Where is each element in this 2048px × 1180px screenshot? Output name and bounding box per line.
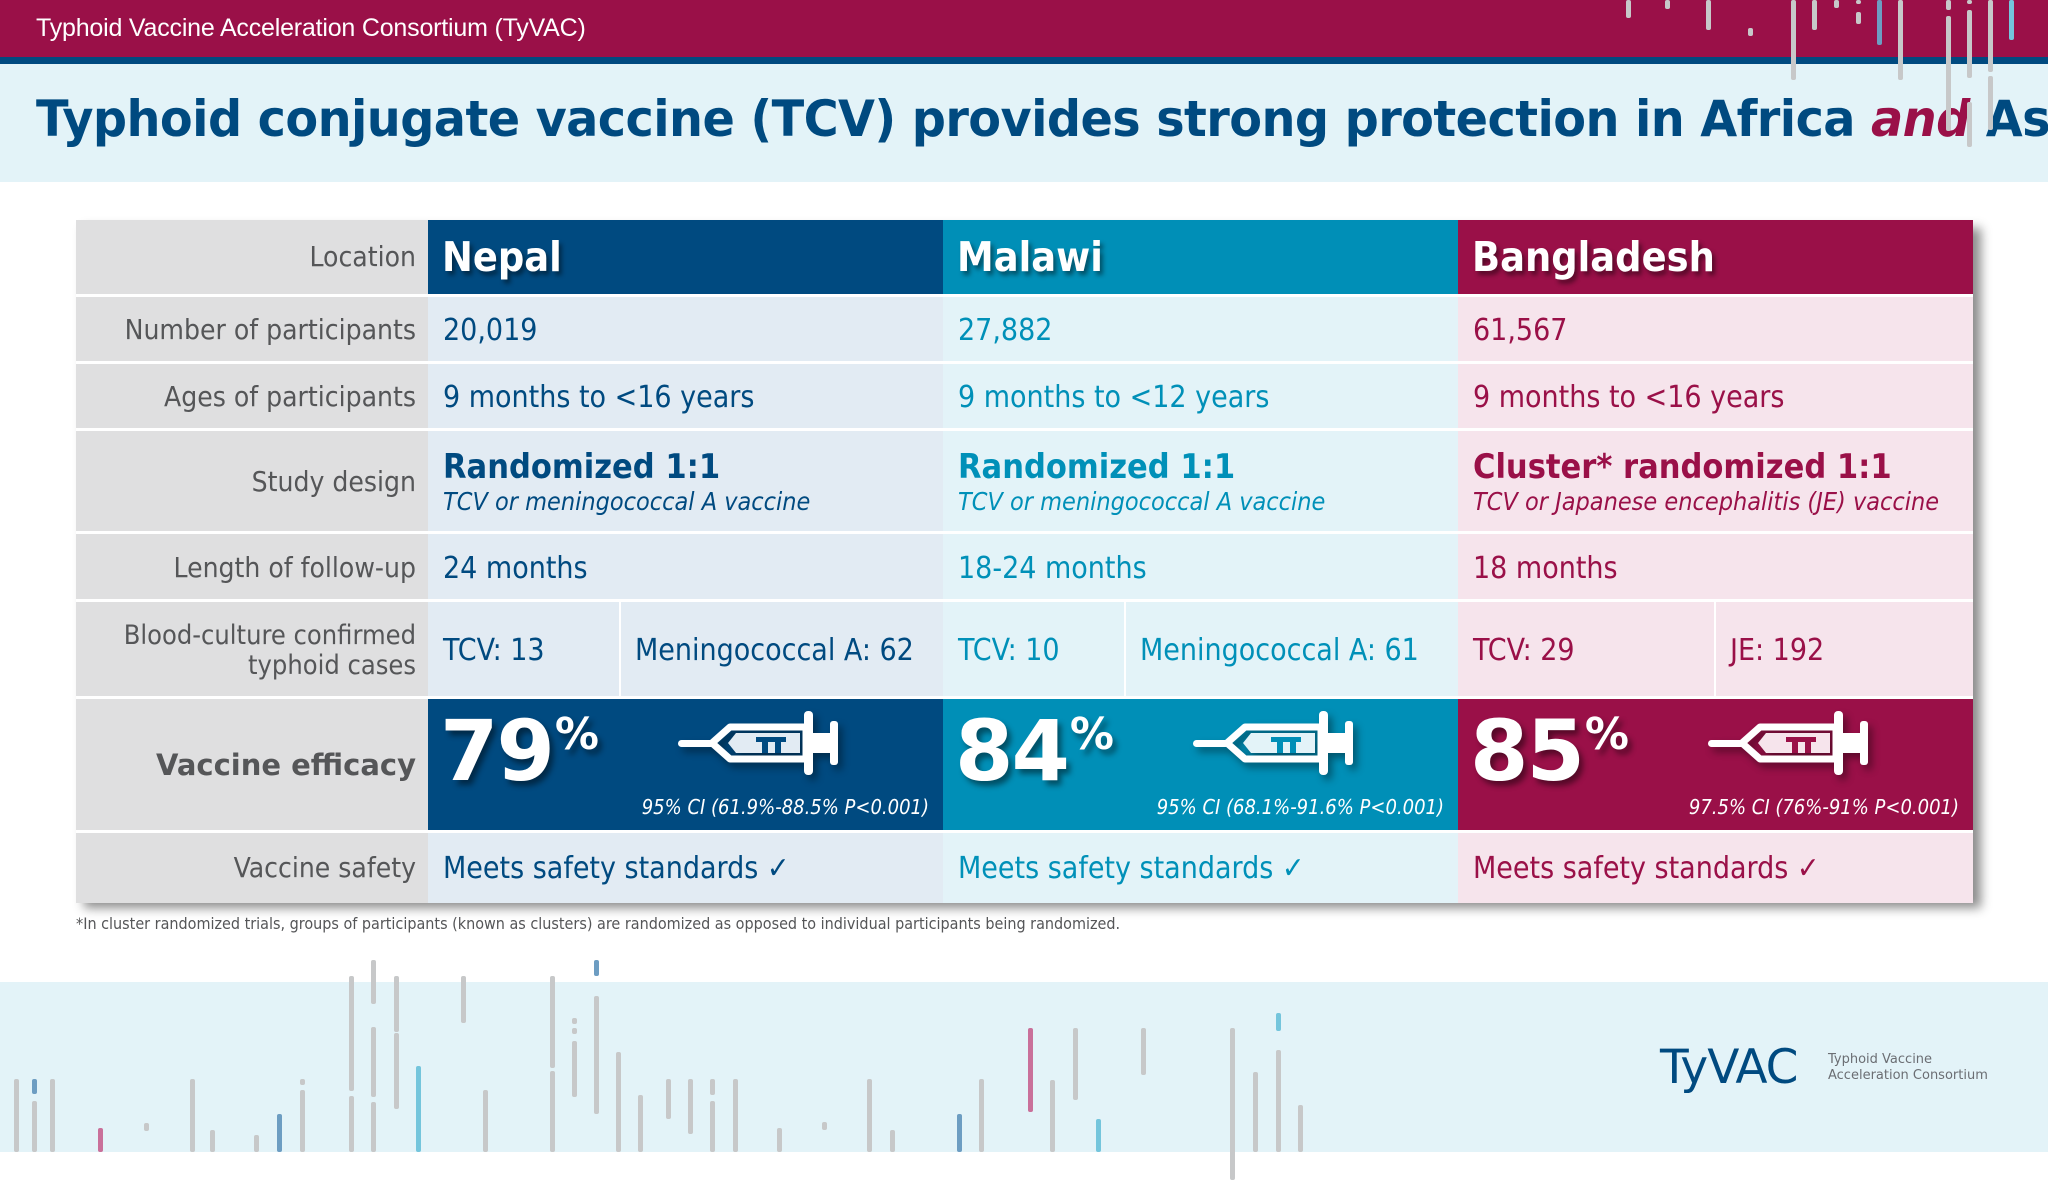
malawi-efficacy: 84% 95% CI (68.1%-91.6% P<0.001): [943, 699, 1458, 833]
footnote: *In cluster randomized trials, groups of…: [76, 914, 1121, 933]
row-label-participants: Number of participants: [76, 297, 428, 364]
efficacy-table: Location Nepal Malawi Bangladesh Number …: [76, 220, 1973, 903]
nepal-design-main: Randomized 1:1: [443, 446, 721, 487]
header-stripe: [0, 57, 2048, 64]
title-part2: Asia: [1985, 90, 2048, 148]
row-label-safety: Vaccine safety: [76, 833, 428, 903]
malawi-design-main: Randomized 1:1: [958, 446, 1236, 487]
tyvac-logo-subtitle: Typhoid Vaccine Acceleration Consortium: [1828, 1052, 1988, 1083]
malawi-safety: Meets safety standards ✓: [943, 833, 1458, 903]
syringe-icon: [1193, 711, 1353, 775]
nepal-ages: 9 months to <16 years: [428, 364, 943, 431]
row-followup: Length of follow-up 24 months 18-24 mont…: [76, 531, 1973, 602]
row-safety: Vaccine safety Meets safety standards ✓ …: [76, 830, 1973, 903]
row-cases: Blood-culture confirmed typhoid cases TC…: [76, 599, 1973, 699]
bangladesh-efficacy: 85% 97.5% CI (76%-91% P<0.001): [1458, 699, 1973, 833]
title-accent: and: [1871, 90, 1970, 148]
malawi-efficacy-value: 84%: [955, 702, 1114, 800]
nepal-cases: TCV: 13 Meningococcal A: 62: [428, 602, 943, 699]
malawi-cases-control: Meningococcal A: 61: [1124, 602, 1419, 699]
title-band: [0, 64, 2048, 182]
syringe-icon: [1708, 711, 1868, 775]
bangladesh-participants: 61,567: [1458, 297, 1973, 364]
bangladesh-cases-tcv: TCV: 29: [1473, 633, 1575, 668]
top-banner: Typhoid Vaccine Acceleration Consortium …: [0, 0, 2048, 57]
nepal-participants: 20,019: [428, 297, 943, 364]
malawi-design-sub: TCV or meningococcal A vaccine: [958, 487, 1326, 517]
row-ages: Ages of participants 9 months to <16 yea…: [76, 361, 1973, 431]
header-bangladesh: Bangladesh: [1458, 220, 1973, 294]
malawi-ages: 9 months to <12 years: [943, 364, 1458, 431]
row-label-followup: Length of follow-up: [76, 534, 428, 602]
nepal-cases-tcv: TCV: 13: [443, 633, 545, 668]
bangladesh-ages: 9 months to <16 years: [1458, 364, 1973, 431]
bangladesh-safety: Meets safety standards ✓: [1458, 833, 1973, 903]
bangladesh-efficacy-value: 85%: [1470, 702, 1629, 800]
footer-band: [0, 982, 2048, 1152]
malawi-participants: 27,882: [943, 297, 1458, 364]
nepal-safety: Meets safety standards ✓: [428, 833, 943, 903]
header-nepal: Nepal: [428, 220, 943, 294]
malawi-efficacy-ci: 95% CI (68.1%-91.6% P<0.001): [1156, 795, 1444, 819]
row-participants: Number of participants 20,019 27,882 61,…: [76, 294, 1973, 364]
malawi-followup: 18-24 months: [943, 534, 1458, 602]
bangladesh-design-main: Cluster* randomized 1:1: [1473, 446, 1892, 487]
row-design: Study design Randomized 1:1 TCV or menin…: [76, 428, 1973, 534]
bangladesh-followup: 18 months: [1458, 534, 1973, 602]
bangladesh-design: Cluster* randomized 1:1 TCV or Japanese …: [1458, 431, 1973, 534]
nepal-efficacy-ci: 95% CI (61.9%-88.5% P<0.001): [641, 795, 929, 819]
syringe-icon: [678, 711, 838, 775]
title-part1: Typhoid conjugate vaccine (TCV) provides…: [36, 90, 1872, 148]
malawi-design: Randomized 1:1 TCV or meningococcal A va…: [943, 431, 1458, 534]
nepal-cases-control: Meningococcal A: 62: [619, 602, 914, 699]
row-label-location: Location: [76, 220, 428, 294]
nepal-design: Randomized 1:1 TCV or meningococcal A va…: [428, 431, 943, 534]
org-name: Typhoid Vaccine Acceleration Consortium …: [36, 14, 586, 42]
row-label-ages: Ages of participants: [76, 364, 428, 431]
header-malawi: Malawi: [943, 220, 1458, 294]
row-efficacy: Vaccine efficacy 79% 95% CI (61.9%-88.5%…: [76, 696, 1973, 833]
bangladesh-design-sub: TCV or Japanese encephalitis (JE) vaccin…: [1473, 487, 1940, 517]
nepal-efficacy-value: 79%: [440, 702, 599, 800]
tyvac-logo: TyVAC: [1660, 1040, 1798, 1095]
nepal-design-sub: TCV or meningococcal A vaccine: [443, 487, 811, 517]
page-title: Typhoid conjugate vaccine (TCV) provides…: [36, 90, 2048, 148]
row-location: Location Nepal Malawi Bangladesh: [76, 220, 1973, 294]
malawi-cases: TCV: 10 Meningococcal A: 61: [943, 602, 1458, 699]
nepal-efficacy: 79% 95% CI (61.9%-88.5% P<0.001): [428, 699, 943, 833]
bangladesh-efficacy-ci: 97.5% CI (76%-91% P<0.001): [1688, 795, 1959, 819]
row-label-efficacy: Vaccine efficacy: [76, 699, 428, 833]
malawi-cases-tcv: TCV: 10: [958, 633, 1060, 668]
nepal-followup: 24 months: [428, 534, 943, 602]
bangladesh-cases: TCV: 29 JE: 192: [1458, 602, 1973, 699]
bangladesh-cases-control: JE: 192: [1714, 602, 1824, 699]
row-label-design: Study design: [76, 431, 428, 534]
row-label-cases: Blood-culture confirmed typhoid cases: [76, 602, 428, 699]
